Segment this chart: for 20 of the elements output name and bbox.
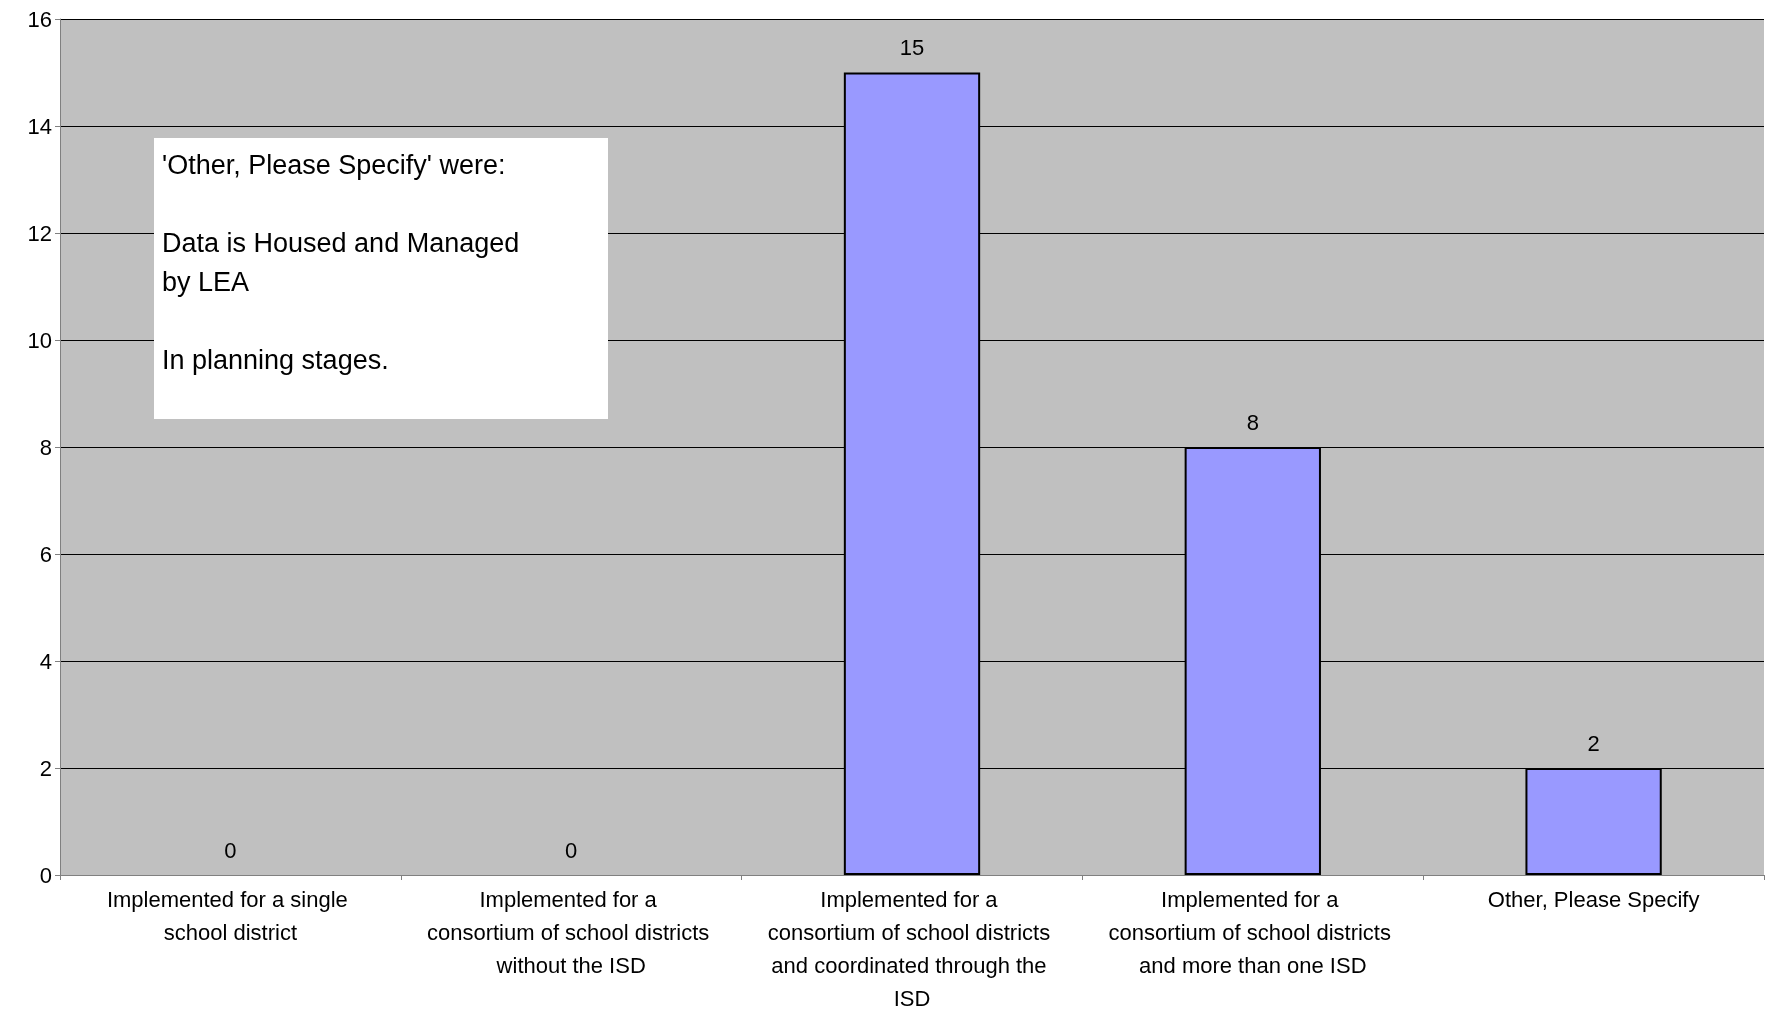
x-tick-label: Implemented for a consortium of school districts and more than one ISD — [1108, 887, 1398, 978]
y-tick-label: 10 — [27, 327, 52, 353]
data-label: 8 — [1246, 409, 1259, 435]
x-tick-label: Implemented for a consortium of school districts without the ISD — [426, 887, 716, 978]
data-label: 0 — [565, 837, 578, 863]
data-label: 0 — [224, 837, 237, 863]
y-tick-label: 0 — [39, 862, 52, 888]
y-tick-label: 14 — [27, 113, 52, 139]
data-label: 15 — [899, 35, 925, 60]
text: 'Other, Please Specify' were: Data is Housed and Managed by LEA In planning stages. — [162, 150, 520, 375]
y-tick-label: 4 — [39, 648, 52, 674]
x-tick-label: Implemented for a single school district — [106, 887, 354, 945]
y-tick-label: 2 — [39, 755, 52, 781]
y-tick-label: 16 — [27, 6, 52, 32]
y-tick-label: 6 — [39, 541, 52, 567]
x-tick-label: Other, Please Specify — [1487, 887, 1700, 912]
data-label: 2 — [1587, 730, 1600, 756]
y-tick-label: 12 — [27, 220, 52, 246]
y-tick-label: 8 — [39, 434, 52, 460]
x-tick-label: Implemented for a consortium of school districts and coordinated through the ISD — [767, 887, 1057, 1011]
